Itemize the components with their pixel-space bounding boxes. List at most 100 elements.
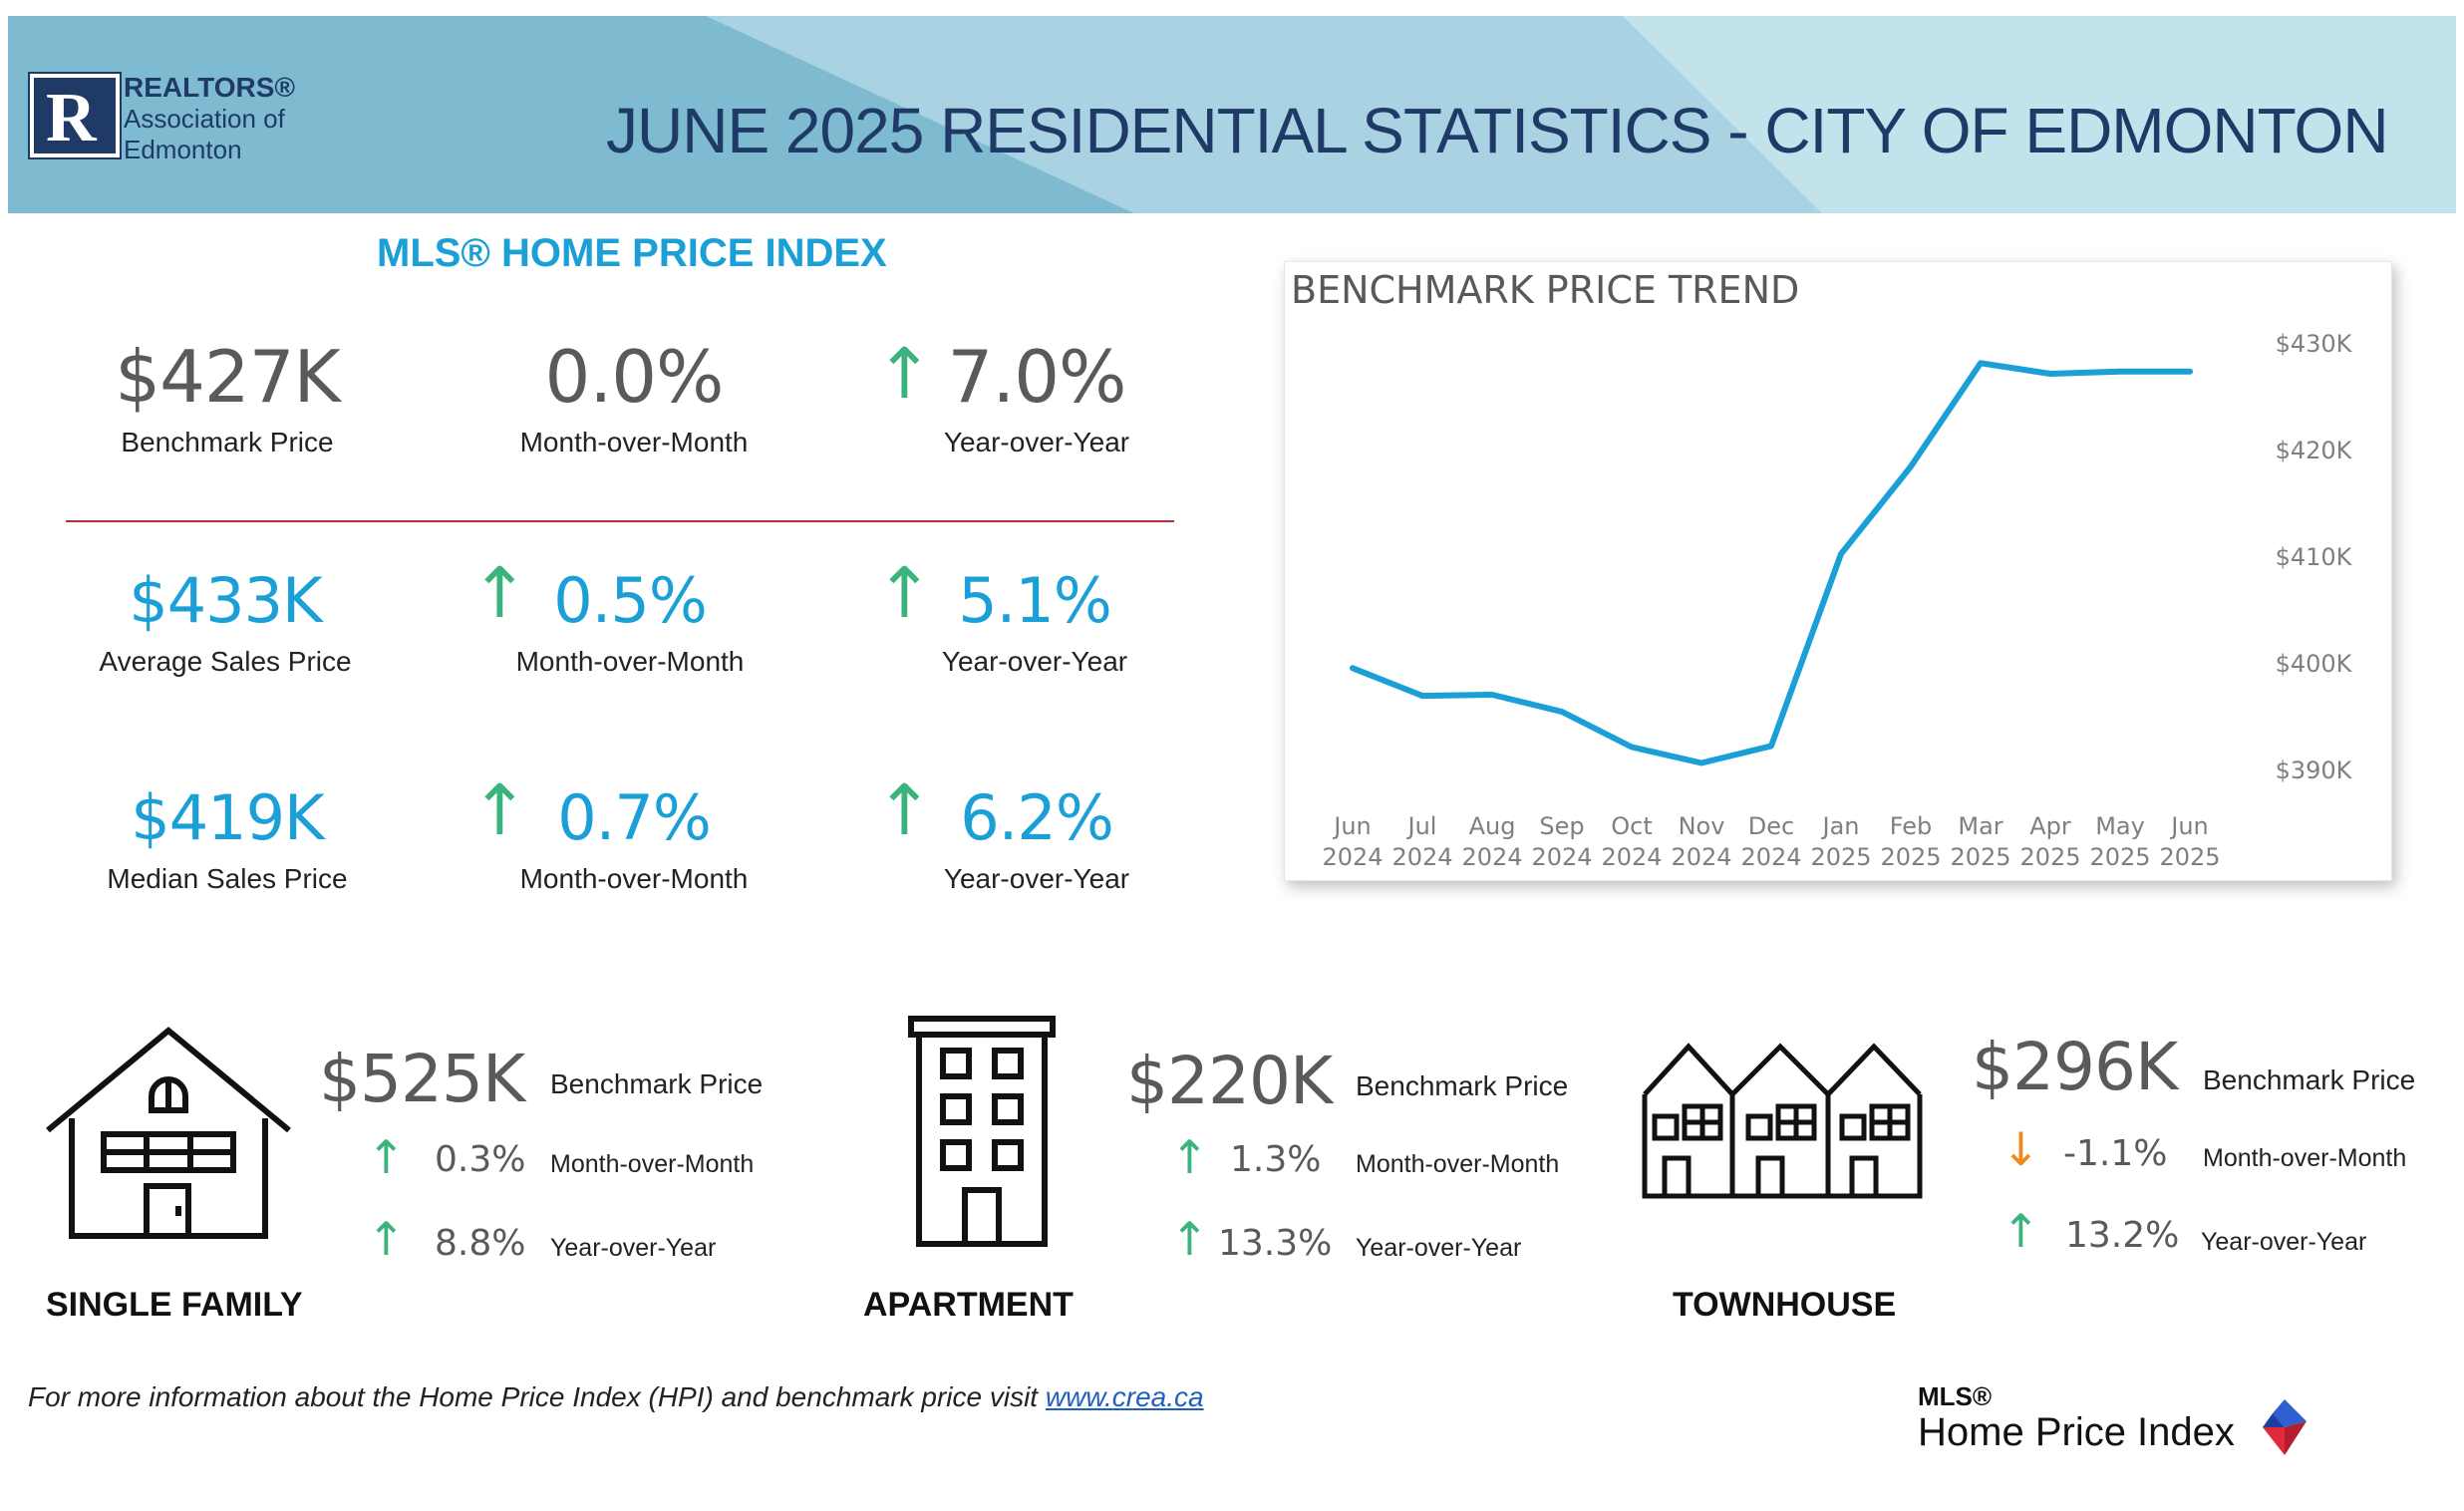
benchmark-price-chart: $390K $400K $410K $420K $430K Jun 2024 Jul 2024 A… bbox=[1284, 261, 2392, 881]
arrow-up-icon: ↑ bbox=[470, 552, 529, 634]
x-tick-label: Jul 2024 bbox=[1391, 812, 1452, 871]
average-price-value: $433K bbox=[129, 564, 322, 637]
x-tick-label: Oct 2024 bbox=[1601, 812, 1662, 871]
average-yoy-stat: 5.1% Year-over-Year bbox=[835, 570, 1234, 678]
series-line bbox=[1350, 360, 2193, 766]
average-yoy-value: 5.1% bbox=[958, 564, 1112, 637]
townhouse-price: $296K bbox=[1972, 1029, 2178, 1105]
hpi-heading: MLS® HOME PRICE INDEX bbox=[377, 231, 887, 275]
benchmark-mom-stat: 0.0% Month-over-Month bbox=[435, 341, 833, 458]
y-tick-label: $410K bbox=[2276, 543, 2353, 571]
benchmark-yoy-stat: 7.0% Year-over-Year bbox=[837, 341, 1236, 458]
apartment-mom: 1.3% bbox=[1230, 1139, 1322, 1180]
arrow-up-icon: ↑ bbox=[875, 769, 934, 851]
x-tick-label: Aug 2024 bbox=[1461, 812, 1522, 871]
x-tick-label: Mar 2025 bbox=[1950, 812, 2010, 871]
single-family-title: SINGLE FAMILY bbox=[46, 1286, 303, 1324]
org-name-line3: Edmonton bbox=[124, 135, 242, 164]
single-family-mom-label: Month-over-Month bbox=[550, 1150, 755, 1178]
arrow-up-icon: ↑ bbox=[367, 1130, 406, 1184]
footer-note: For more information about the Home Pric… bbox=[28, 1381, 1204, 1413]
average-mom-value: 0.5% bbox=[553, 564, 708, 637]
x-tick-label: Jun 2025 bbox=[2159, 812, 2220, 871]
mls-logo-line2: Home Price Index bbox=[1918, 1410, 2235, 1454]
house-icon bbox=[46, 1027, 291, 1239]
townhouse-title: TOWNHOUSE bbox=[1673, 1286, 1897, 1324]
benchmark-yoy-value: 7.0% bbox=[947, 335, 1127, 419]
footer-note-text: For more information about the Home Pric… bbox=[28, 1381, 1046, 1412]
median-mom-value: 0.7% bbox=[557, 781, 712, 854]
single-family-price: $525K bbox=[319, 1041, 525, 1117]
apartment-mom-label: Month-over-Month bbox=[1356, 1150, 1560, 1178]
org-name: REALTORS® Association of Edmonton bbox=[124, 72, 295, 165]
apartment-yoy: 13.3% bbox=[1218, 1223, 1333, 1264]
townhouse-icon bbox=[1642, 1043, 1923, 1199]
benchmark-price-label: Benchmark Price bbox=[121, 427, 334, 457]
apartment-building-icon bbox=[908, 1016, 1056, 1247]
x-tick-label: Jan 2025 bbox=[1810, 812, 1871, 871]
y-tick-label: $400K bbox=[2276, 650, 2353, 678]
mls-logo-line1: MLS® bbox=[1918, 1381, 1993, 1411]
arrow-up-icon: ↑ bbox=[470, 769, 529, 851]
apartment-price-label: Benchmark Price bbox=[1356, 1070, 1569, 1101]
y-tick-label: $390K bbox=[2276, 756, 2353, 784]
benchmark-price-stat: $427K Benchmark Price bbox=[28, 341, 427, 458]
single-family-price-label: Benchmark Price bbox=[550, 1068, 764, 1099]
benchmark-yoy-label: Year-over-Year bbox=[943, 427, 1130, 457]
single-family-yoy-label: Year-over-Year bbox=[550, 1234, 717, 1262]
median-yoy-label: Year-over-Year bbox=[943, 863, 1130, 894]
org-name-line2: Association of bbox=[124, 104, 285, 134]
average-mom-label: Month-over-Month bbox=[515, 646, 745, 677]
benchmark-price-value: $427K bbox=[115, 335, 340, 419]
average-yoy-label: Year-over-Year bbox=[941, 646, 1128, 677]
page-title: JUNE 2025 RESIDENTIAL STATISTICS - CITY … bbox=[606, 95, 2389, 166]
arrow-up-icon: ↑ bbox=[1170, 1130, 1209, 1184]
median-yoy-stat: 6.2% Year-over-Year bbox=[837, 787, 1236, 895]
x-tick-label: Dec 2024 bbox=[1740, 812, 1801, 871]
mls-hpi-logo: MLS® Home Price Index bbox=[1918, 1381, 2235, 1455]
y-tick-label: $420K bbox=[2276, 437, 2353, 464]
townhouse-yoy: 13.2% bbox=[2065, 1215, 2180, 1256]
x-tick-label: May 2025 bbox=[2089, 812, 2150, 871]
y-tick-label: $430K bbox=[2276, 330, 2353, 358]
average-mom-stat: 0.5% Month-over-Month bbox=[431, 570, 829, 678]
section-divider bbox=[66, 520, 1174, 522]
realtors-logo: R bbox=[28, 72, 122, 159]
median-price-value: $419K bbox=[131, 781, 324, 854]
crea-link[interactable]: www.crea.ca bbox=[1045, 1381, 1204, 1412]
townhouse-price-label: Benchmark Price bbox=[2203, 1064, 2416, 1095]
x-tick-label: Feb 2025 bbox=[1880, 812, 1941, 871]
townhouse-mom: -1.1% bbox=[2063, 1133, 2168, 1174]
arrow-up-icon: ↑ bbox=[367, 1212, 406, 1266]
org-name-line1: REALTORS® bbox=[124, 72, 296, 103]
median-mom-label: Month-over-Month bbox=[519, 863, 749, 894]
arrow-up-icon: ↑ bbox=[1170, 1212, 1209, 1266]
median-yoy-value: 6.2% bbox=[960, 781, 1114, 854]
x-tick-label: Apr 2025 bbox=[2019, 812, 2080, 871]
arrow-up-icon: ↑ bbox=[875, 552, 934, 634]
banner-background bbox=[8, 16, 2456, 213]
benchmark-mom-value: 0.0% bbox=[544, 335, 725, 419]
median-price-stat: $419K Median Sales Price bbox=[28, 787, 427, 895]
mls-diamond-icon bbox=[2263, 1399, 2307, 1455]
single-family-mom: 0.3% bbox=[435, 1139, 526, 1180]
logo-letter: R bbox=[46, 80, 97, 156]
single-family-yoy: 8.8% bbox=[435, 1223, 526, 1264]
arrow-up-icon: ↑ bbox=[2002, 1204, 2040, 1258]
average-price-label: Average Sales Price bbox=[99, 646, 352, 677]
townhouse-mom-label: Month-over-Month bbox=[2203, 1144, 2407, 1172]
arrow-down-icon: ↓ bbox=[2002, 1122, 2040, 1176]
chart-title: BENCHMARK PRICE TREND bbox=[1291, 268, 1800, 312]
townhouse-yoy-label: Year-over-Year bbox=[2201, 1228, 2367, 1256]
apartment-title: APARTMENT bbox=[863, 1286, 1074, 1324]
average-price-stat: $433K Average Sales Price bbox=[26, 570, 425, 678]
arrow-up-icon: ↑ bbox=[875, 333, 934, 415]
x-tick-label: Jun 2024 bbox=[1322, 812, 1383, 871]
x-tick-label: Nov 2024 bbox=[1671, 812, 1731, 871]
median-mom-stat: 0.7% Month-over-Month bbox=[435, 787, 833, 895]
header-banner: R REALTORS® Association of Edmonton JUNE… bbox=[8, 16, 2456, 213]
median-price-label: Median Sales Price bbox=[107, 863, 348, 894]
apartment-price: $220K bbox=[1126, 1043, 1333, 1119]
benchmark-mom-label: Month-over-Month bbox=[519, 427, 749, 457]
